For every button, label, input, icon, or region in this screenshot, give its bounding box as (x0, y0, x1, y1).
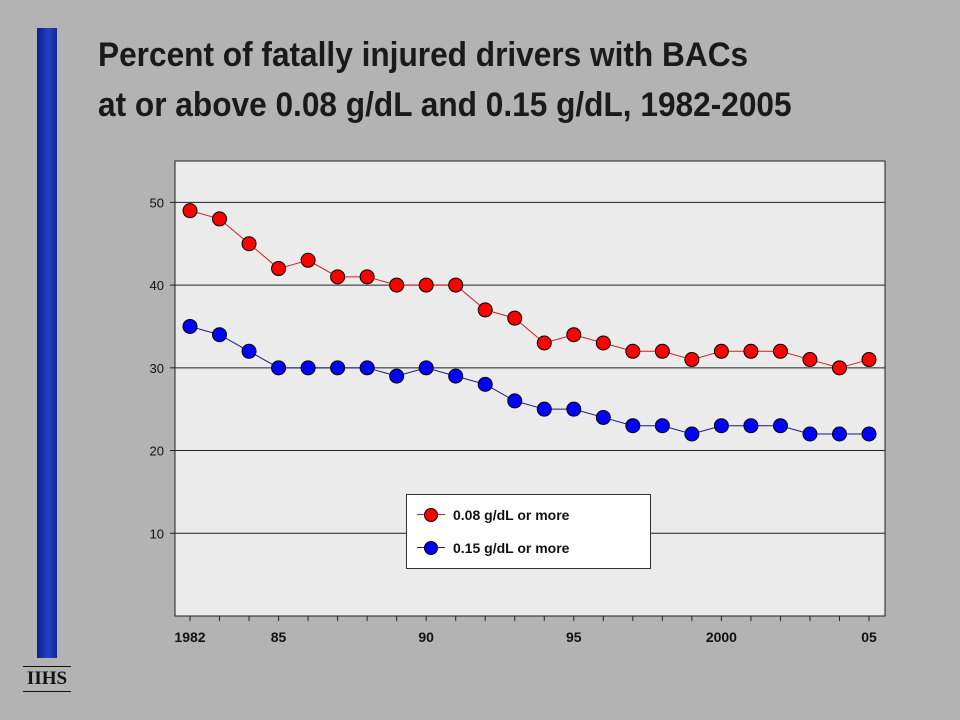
data-point (212, 327, 228, 343)
data-point (743, 343, 759, 359)
x-tick-label: 85 (271, 629, 287, 645)
data-point (861, 352, 877, 368)
legend-label: 0.08 g/dL or more (453, 507, 570, 523)
data-point (625, 343, 641, 359)
data-series (182, 203, 877, 442)
x-tick-label: 05 (861, 629, 877, 645)
data-point (713, 418, 729, 434)
y-tick-label: 50 (150, 195, 164, 210)
data-point (241, 236, 257, 252)
title-line-2: at or above 0.08 g/dL and 0.15 g/dL, 198… (98, 86, 792, 124)
data-point (182, 203, 198, 219)
data-point (625, 418, 641, 434)
data-point (536, 335, 552, 351)
data-point (595, 335, 611, 351)
data-point (654, 418, 670, 434)
data-point (300, 252, 316, 268)
data-point (418, 360, 434, 376)
data-point (359, 360, 375, 376)
data-point (566, 327, 582, 343)
data-point (743, 418, 759, 434)
data-point (772, 418, 788, 434)
data-point (654, 343, 670, 359)
chart-legend: 0.08 g/dL or more 0.15 g/dL or more (406, 494, 651, 569)
y-tick-label: 30 (150, 361, 164, 376)
data-point (684, 352, 700, 368)
data-point (477, 302, 493, 318)
data-point (772, 343, 788, 359)
x-tick-label: 1982 (174, 629, 205, 645)
y-tick-label: 20 (150, 444, 164, 459)
x-tick-label: 2000 (706, 629, 737, 645)
data-point (182, 318, 198, 334)
data-point (330, 360, 346, 376)
data-point (507, 393, 523, 409)
slide-title: Percent of fatally injured drivers with … (98, 30, 879, 130)
data-point (831, 426, 847, 442)
data-point (418, 277, 434, 293)
x-tick-label: 95 (566, 629, 582, 645)
data-point (300, 360, 316, 376)
legend-item-0: 0.08 g/dL or more (417, 505, 569, 525)
data-point (448, 368, 464, 384)
y-tick-label: 10 (150, 526, 164, 541)
legend-swatch (417, 541, 445, 555)
data-point (241, 343, 257, 359)
data-point (448, 277, 464, 293)
data-point (389, 277, 405, 293)
x-tick-label: 90 (418, 629, 434, 645)
title-line-1: Percent of fatally injured drivers with … (98, 36, 749, 74)
data-point (684, 426, 700, 442)
iihs-logo: IIHS (22, 666, 72, 692)
data-point (359, 269, 375, 285)
data-point (802, 352, 818, 368)
data-point (595, 409, 611, 425)
data-point (536, 401, 552, 417)
data-point (713, 343, 729, 359)
data-point (802, 426, 818, 442)
y-tick-label: 40 (150, 278, 164, 293)
x-axis: 1982 85 90 95 2000 05 (174, 616, 877, 645)
data-point (271, 360, 287, 376)
data-point (330, 269, 346, 285)
data-point (212, 211, 228, 227)
data-point (507, 310, 523, 326)
legend-swatch (417, 508, 445, 522)
data-point (566, 401, 582, 417)
data-point (861, 426, 877, 442)
data-point (389, 368, 405, 384)
legend-label: 0.15 g/dL or more (453, 540, 570, 556)
legend-item-1: 0.15 g/dL or more (417, 538, 569, 558)
accent-bar (37, 28, 57, 658)
y-axis: 10 20 30 40 50 (150, 195, 175, 541)
data-point (831, 360, 847, 376)
data-point (477, 376, 493, 392)
data-point (271, 261, 287, 277)
